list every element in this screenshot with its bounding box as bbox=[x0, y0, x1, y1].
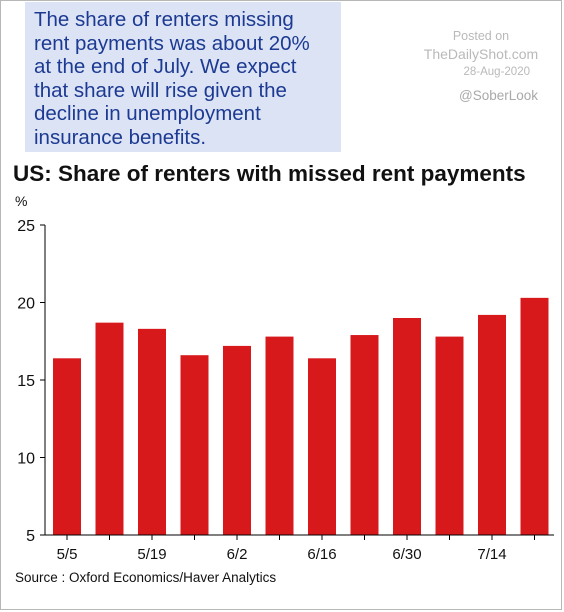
y-tick-label: 5 bbox=[26, 528, 35, 545]
bar bbox=[478, 314, 506, 535]
watermark-handle: @SoberLook bbox=[459, 88, 539, 103]
x-tick-label: 7/14 bbox=[477, 546, 506, 563]
callout-line: rent payments was about 20% bbox=[34, 31, 310, 55]
watermark-posted: Posted on TheDailyShot.com 28-Aug-2020 bbox=[416, 27, 546, 81]
bar bbox=[350, 335, 379, 535]
posted-label: Posted on bbox=[452, 29, 510, 43]
y-tick-label: 25 bbox=[17, 218, 35, 235]
bar bbox=[308, 358, 336, 535]
bar-chart: 5 10 15 20 25 5/5 5/19 6/2 6/16 6/30 7/14 bbox=[17, 218, 554, 563]
bar bbox=[435, 336, 464, 535]
callout-line: that share will rise given the bbox=[34, 78, 287, 102]
callout-line: The share of renters missing bbox=[34, 8, 294, 31]
x-tick-label: 6/16 bbox=[307, 546, 336, 563]
bar bbox=[265, 336, 294, 535]
bar bbox=[223, 345, 251, 535]
posted-date: 28-Aug-2020 bbox=[463, 66, 531, 78]
callout-line: insurance benefits. bbox=[34, 125, 207, 149]
x-axis: 5/5 5/19 6/2 6/16 6/30 7/14 bbox=[45, 534, 554, 563]
y-tick-label: 20 bbox=[17, 296, 35, 313]
y-tick-label: 10 bbox=[17, 451, 35, 468]
bar bbox=[95, 322, 124, 535]
x-tick-label: 5/5 bbox=[57, 546, 78, 563]
y-axis: 5 10 15 20 25 bbox=[17, 218, 46, 545]
callout-line: at the end of July. We expect bbox=[34, 55, 297, 79]
x-tick-label: 5/19 bbox=[137, 546, 166, 563]
x-tick-label: 6/30 bbox=[392, 546, 421, 563]
source-note: Source : Oxford Economics/Haver Analytic… bbox=[15, 570, 277, 585]
chart-title: US: Share of renters with missed rent pa… bbox=[13, 161, 526, 186]
annotation-callout: The share of renters missing rent paymen… bbox=[25, 2, 341, 152]
x-tick-label: 6/2 bbox=[227, 546, 248, 563]
bar bbox=[393, 318, 421, 535]
bar bbox=[520, 297, 549, 535]
y-axis-unit: % bbox=[15, 193, 28, 209]
y-tick-label: 15 bbox=[17, 373, 35, 390]
posted-site: TheDailyShot.com bbox=[423, 46, 539, 62]
bar bbox=[138, 328, 166, 535]
bar bbox=[53, 358, 81, 535]
bars bbox=[53, 297, 549, 535]
callout-line: decline in unemployment bbox=[34, 102, 261, 126]
bar bbox=[180, 355, 209, 535]
